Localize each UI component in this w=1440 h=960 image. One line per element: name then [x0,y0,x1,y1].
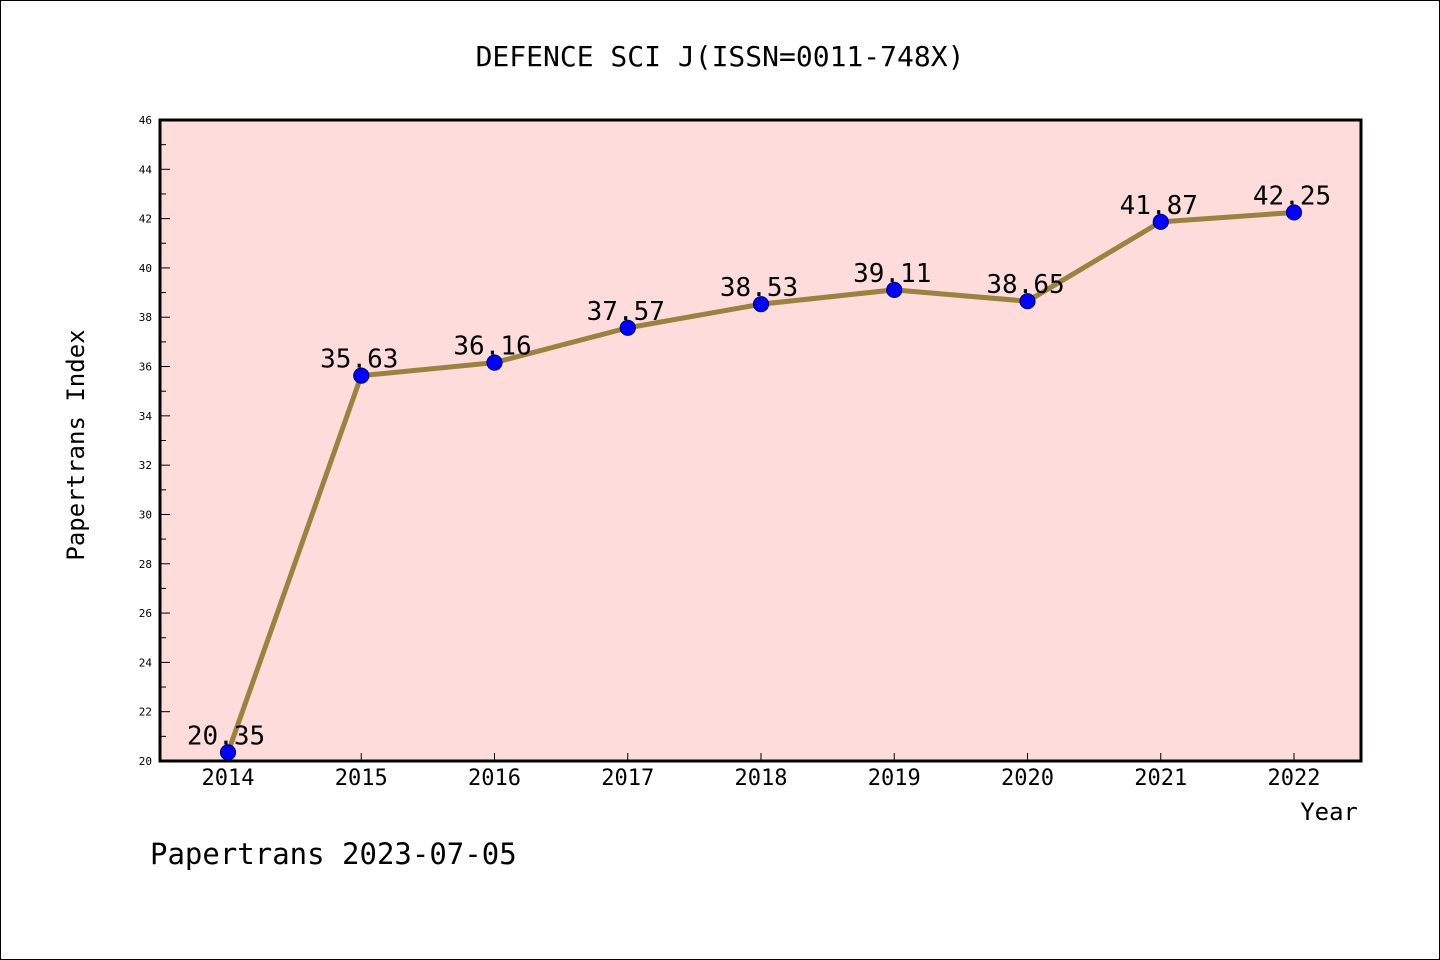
y-tick-label: 38 [139,311,152,324]
y-axis: 20 22 24 26 28 30 32 34 36 38 40 42 44 46 [139,114,170,768]
data-point-2014 [219,744,237,761]
y-tick-label: 34 [139,410,153,423]
data-point-2017 [619,319,636,336]
y-tick-label: 24 [139,656,153,669]
y-tick-label: 20 [139,755,152,768]
x-tick-label: 2017 [601,766,654,791]
data-label-2014: 20.35 [187,721,265,751]
footer-credit: Papertrans 2023-07-05 [150,837,517,871]
y-tick-label: 46 [139,114,152,127]
data-label-2016: 36.16 [453,332,531,362]
y-axis-label: Papertrans Index [62,329,90,560]
data-label-2017: 37.57 [587,297,665,327]
data-label-2022: 42.25 [1253,181,1331,211]
x-tick-label: 2022 [1268,766,1321,791]
data-point-2016 [486,354,503,371]
x-axis: 2014 2015 2016 2017 2018 2019 2020 2021 2022 [202,753,1321,791]
data-point-2020 [1019,293,1036,310]
y-tick-label: 30 [139,508,152,521]
y-tick-label: 32 [139,459,152,472]
x-tick-label: 2014 [202,766,255,791]
data-labels: 20.35 35.63 36.16 37.57 38.53 39.11 38.65 41.87… [187,181,1331,751]
y-tick-label: 44 [139,163,153,176]
x-tick-label: 2021 [1134,766,1187,791]
data-points [219,204,1303,761]
x-tick-label: 2019 [868,766,921,791]
data-label-2018: 38.53 [720,273,798,303]
x-tick-label: 2020 [1001,766,1054,791]
y-tick-label: 40 [139,262,152,275]
y-tick-label: 28 [139,558,152,571]
x-tick-label: 2018 [735,766,788,791]
y-tick-label: 22 [139,706,152,719]
data-label-2020: 38.65 [986,270,1064,300]
y-tick-label: 36 [139,361,152,374]
chart-title: DEFENCE SCI J(ISSN=0011-748X) [476,40,965,73]
x-axis-label: Year [1300,798,1358,826]
y-tick-label: 26 [139,607,152,620]
x-tick-label: 2015 [335,766,388,791]
data-point-2015 [353,367,370,384]
data-point-2022 [1285,204,1303,221]
data-label-2015: 35.63 [320,345,398,375]
data-point-2019 [886,281,903,298]
data-point-2021 [1152,213,1169,230]
data-point-2018 [752,296,770,313]
data-label-2019: 39.11 [853,259,931,289]
data-label-2021: 41.87 [1120,191,1198,221]
y-tick-label: 42 [139,213,152,226]
x-tick-label: 2016 [468,766,521,791]
